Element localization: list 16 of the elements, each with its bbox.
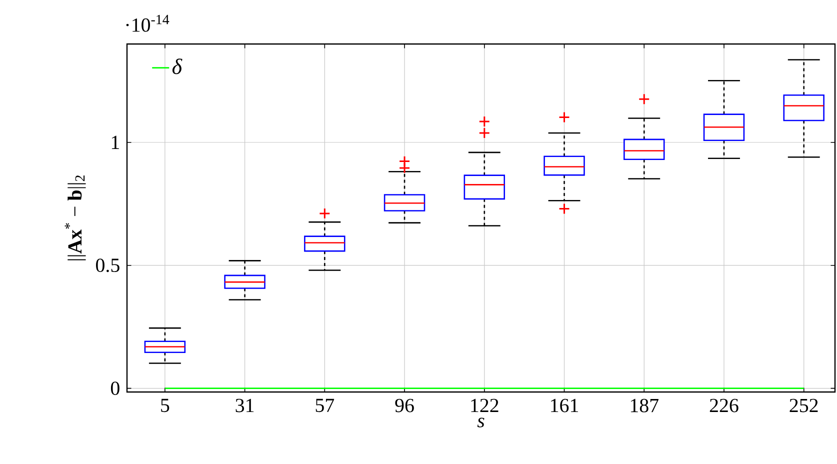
x-tick-label: 57 [316, 398, 334, 412]
x-axis-title: s [477, 418, 484, 428]
x-tick-label: 187 [630, 398, 658, 412]
x-tick-label: 96 [395, 398, 414, 412]
y-axis-title: ||Ax$^{*}$ − b||$_{2}$ [64, 176, 86, 260]
x-tick-label: 5 [161, 398, 170, 412]
x-tick-label: 122 [471, 398, 498, 412]
legend-label: δ [172, 58, 182, 74]
x-tick-label: 252 [790, 398, 818, 412]
y-tick-label: 0.5 [96, 258, 120, 272]
x-tick-label: 226 [710, 398, 738, 412]
y-tick-label: 0 [110, 382, 120, 396]
x-tick-label: 31 [236, 398, 254, 412]
x-tick-label: 161 [551, 398, 578, 412]
y-tick-label: 1 [112, 136, 119, 149]
text: ·10$^{-14}$ [126, 14, 170, 32]
